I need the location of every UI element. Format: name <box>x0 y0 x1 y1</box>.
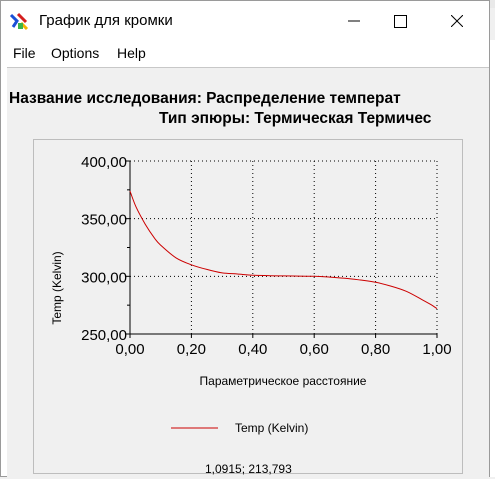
y-tick-label: 400,00 <box>81 154 127 171</box>
x-tick-label: 0,80 <box>361 341 390 358</box>
app-icon <box>9 12 29 31</box>
chart-panel[interactable]: 0,00 0,20 0,40 0,60 0,80 1,00 250,00 300,00 350,… <box>33 139 463 474</box>
minimize-icon <box>348 20 360 22</box>
legend-label: Temp (Kelvin) <box>235 421 308 435</box>
chart-legend: Temp (Kelvin) <box>171 421 308 435</box>
menu-options[interactable]: Options <box>51 45 100 61</box>
chart-axes <box>129 161 437 335</box>
x-axis-label: Параметрическое расстояние <box>200 374 367 388</box>
x-tick-label: 0,60 <box>300 341 329 358</box>
x-tick-label: 0,20 <box>177 341 206 358</box>
study-name-heading: Название исследования: Распределение тем… <box>9 90 401 107</box>
temperature-chart[interactable]: 0,00 0,20 0,40 0,60 0,80 1,00 250,00 300,00 350,… <box>34 140 462 473</box>
maximize-icon <box>393 14 407 28</box>
chart-grid <box>130 160 438 334</box>
chart-series <box>129 190 438 310</box>
cursor-readout: 1,0915; 213,793 <box>205 462 292 476</box>
y-tick-label: 300,00 <box>81 269 127 286</box>
y-axis-label: Temp (Kelvin) <box>50 251 64 324</box>
menu-help[interactable]: Help <box>117 45 146 61</box>
chart-ticks: 0,00 0,20 0,40 0,60 0,80 1,00 250,00 300,00 350,… <box>81 154 451 358</box>
plot-type-heading: Тип эпюры: Термическая Термичес <box>159 110 432 127</box>
menu-bar: File Options Help <box>1 41 489 65</box>
series-line-temp <box>129 190 438 310</box>
maximize-button[interactable] <box>377 1 423 41</box>
window-title: График для кромки <box>39 12 173 29</box>
x-tick-label: 0,00 <box>115 341 144 358</box>
chart-content-area: Название исследования: Распределение тем… <box>7 67 489 479</box>
x-tick-label: 1,00 <box>422 341 451 358</box>
menu-file[interactable]: File <box>13 45 36 61</box>
minimize-button[interactable] <box>331 1 377 41</box>
title-bar[interactable]: График для кромки <box>1 1 489 41</box>
close-icon <box>451 15 463 27</box>
close-button[interactable] <box>423 1 491 41</box>
y-tick-label: 250,00 <box>81 327 127 344</box>
y-tick-label: 350,00 <box>81 212 127 229</box>
x-tick-label: 0,40 <box>238 341 267 358</box>
